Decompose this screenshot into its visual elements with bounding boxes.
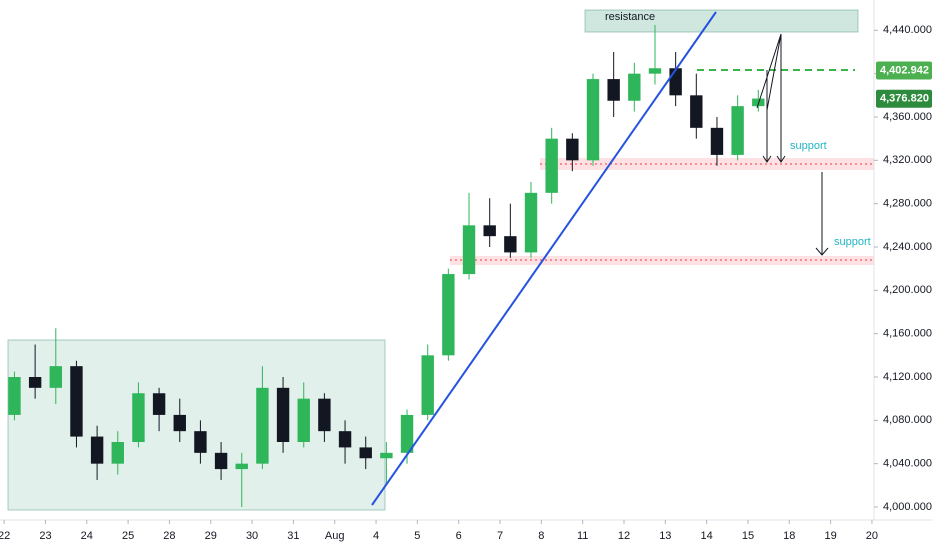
- y-tick-label: 4,000.000: [883, 501, 932, 513]
- x-tick-label: 24: [81, 530, 93, 542]
- x-tick-label: 23: [39, 530, 51, 542]
- x-tick-label: 30: [246, 530, 258, 542]
- x-tick-label: 18: [783, 530, 795, 542]
- candle-body: [256, 387, 269, 464]
- candle-body: [194, 431, 207, 453]
- y-tick-label: 4,240.000: [883, 241, 932, 253]
- x-tick-label: 28: [163, 530, 175, 542]
- x-tick-label: 13: [659, 530, 671, 542]
- candle-body: [628, 73, 641, 101]
- x-tick-label: 31: [287, 530, 299, 542]
- y-tick-label: 4,040.000: [883, 458, 932, 470]
- candle-body: [442, 274, 455, 356]
- candle-body: [380, 452, 393, 459]
- candle-body: [359, 447, 372, 459]
- candle-body: [90, 436, 104, 464]
- candle-body: [566, 138, 579, 161]
- x-tick-label: 14: [701, 530, 713, 542]
- candle-body: [752, 98, 765, 107]
- x-tick-label: 7: [497, 530, 503, 542]
- candle-body: [545, 138, 558, 193]
- x-tick-label: 25: [122, 530, 134, 542]
- candle-body: [338, 431, 352, 448]
- candle-body: [49, 366, 62, 388]
- y-tick-label: 4,080.000: [883, 414, 932, 426]
- candle-body: [669, 68, 682, 96]
- annotation: support: [834, 236, 871, 248]
- x-tick-label: 6: [456, 530, 462, 542]
- candle-body: [28, 377, 42, 388]
- x-tick-label: 12: [618, 530, 630, 542]
- candle-body: [421, 355, 434, 415]
- annotation: support: [790, 140, 827, 152]
- candle-body: [648, 68, 662, 74]
- arrow-head: [776, 155, 786, 163]
- price-label: 4,402.942: [880, 64, 929, 76]
- arrow-head: [815, 247, 829, 256]
- candles: [8, 24, 765, 507]
- candle-body: [524, 192, 538, 253]
- candle-body: [8, 377, 21, 415]
- axes: 4,000.000 4,040.000 4,080.000 4,120.000 4,16…: [0, 24, 932, 542]
- candle-body: [607, 79, 620, 101]
- candle-body: [318, 398, 331, 432]
- x-tick-label: 22: [0, 530, 10, 542]
- candle-body: [214, 452, 228, 470]
- y-tick-label: 4,440.000: [883, 24, 932, 36]
- candle-body: [132, 393, 145, 442]
- candle-body: [586, 79, 600, 161]
- candle-body: [235, 463, 248, 470]
- time-axis: [0, 520, 932, 550]
- candle-body: [276, 387, 290, 442]
- candle-body: [504, 236, 517, 253]
- resistance-zone: [584, 9, 859, 33]
- plot-area: [0, 0, 874, 520]
- candle-body: [111, 442, 124, 464]
- price-label: 4,376.820: [880, 93, 929, 105]
- price-label-box: [876, 89, 932, 108]
- y-tick-label: 4,200.000: [883, 284, 932, 296]
- candle-body: [731, 106, 744, 155]
- y-tick-label: 4,280.000: [883, 198, 932, 210]
- x-tick-label: Aug: [325, 530, 345, 542]
- price-label-box: [876, 61, 932, 80]
- y-tick-label: 4,160.000: [883, 328, 932, 340]
- candle-body: [462, 225, 476, 275]
- x-tick-label: 19: [824, 530, 836, 542]
- x-tick-label: 5: [414, 530, 420, 542]
- x-tick-label: 8: [538, 530, 544, 542]
- x-tick-label: 11: [577, 530, 588, 542]
- x-tick-label: 4: [373, 530, 379, 542]
- trendline: [371, 11, 717, 506]
- candle-body: [297, 398, 310, 442]
- candle-body: [690, 95, 703, 128]
- candle-body: [173, 414, 186, 432]
- annotation: resistance: [605, 11, 655, 23]
- y-tick-label: 4,360.000: [883, 111, 932, 123]
- candle-body: [152, 393, 166, 415]
- candle-body: [400, 414, 414, 453]
- x-tick-label: 15: [742, 530, 754, 542]
- candle-body: [483, 225, 496, 237]
- x-tick-label: 20: [866, 530, 878, 542]
- arrow-head: [762, 155, 772, 163]
- candle-body: [710, 127, 724, 155]
- overlays: resistance support support: [371, 11, 871, 506]
- y-tick-label: 4,320.000: [883, 154, 932, 166]
- x-tick-label: 29: [205, 530, 217, 542]
- y-tick-label: 4,120.000: [883, 371, 932, 383]
- candle-body: [70, 366, 83, 437]
